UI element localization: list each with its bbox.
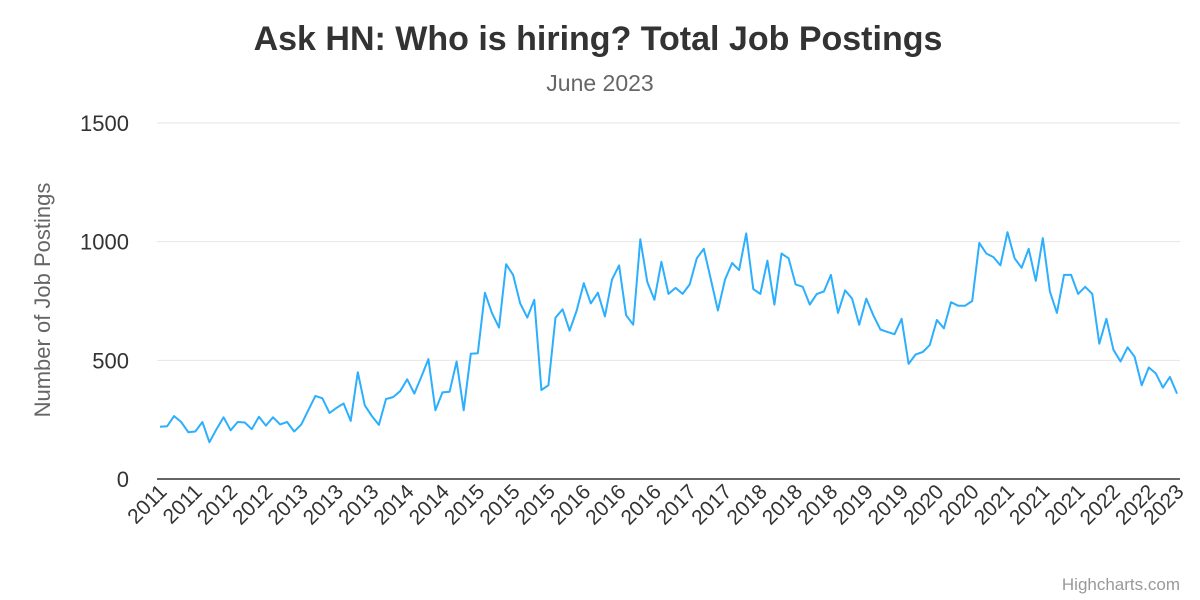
y-tick-label: 500 (92, 348, 129, 373)
x-tick-label: 2015 (511, 480, 560, 529)
x-tick-label: 2022 (1076, 480, 1125, 529)
y-tick-label: 0 (117, 467, 129, 492)
chart-title: Ask HN: Who is hiring? Total Job Posting… (254, 20, 943, 58)
x-tick-label: 2021 (1040, 480, 1089, 529)
x-tick-label: 2012 (193, 480, 242, 529)
x-tick-label: 2015 (440, 480, 489, 529)
x-tick-label: 2018 (758, 480, 807, 529)
x-tick-label: 2021 (970, 480, 1019, 529)
x-tick-label: 2018 (723, 480, 772, 529)
chart-subtitle: June 2023 (546, 70, 653, 96)
x-tick-label: 2018 (793, 480, 842, 529)
y-tick-label: 1500 (80, 111, 129, 136)
y-tick-label: 1000 (80, 230, 129, 255)
x-tick-label: 2016 (546, 480, 595, 529)
x-tick-label: 2014 (369, 480, 419, 530)
x-tick-label: 2014 (405, 480, 455, 530)
x-tick-label: 2015 (475, 480, 524, 529)
x-tick-label: 2016 (617, 480, 666, 529)
x-tick-label: 2011 (123, 480, 171, 528)
x-tick-label: 2019 (828, 480, 877, 529)
x-tick-label: 2020 (934, 480, 983, 529)
x-tick-label: 2012 (228, 480, 277, 529)
x-tick-label: 2013 (334, 480, 383, 529)
x-tick-label: 2016 (581, 480, 630, 529)
x-tick-label: 2013 (263, 480, 312, 529)
x-tick-label: 2013 (299, 480, 348, 529)
x-tick-label: 2021 (1005, 480, 1054, 529)
x-tick-label: 2020 (899, 480, 948, 529)
x-tick-label: 2019 (864, 480, 913, 529)
x-tick-label: 2017 (652, 480, 701, 529)
x-tick-label: 2017 (687, 480, 736, 529)
credits: Highcharts.com (1062, 575, 1180, 594)
line-series (159, 231, 1178, 444)
y-axis-title: Number of Job Postings (30, 183, 55, 418)
